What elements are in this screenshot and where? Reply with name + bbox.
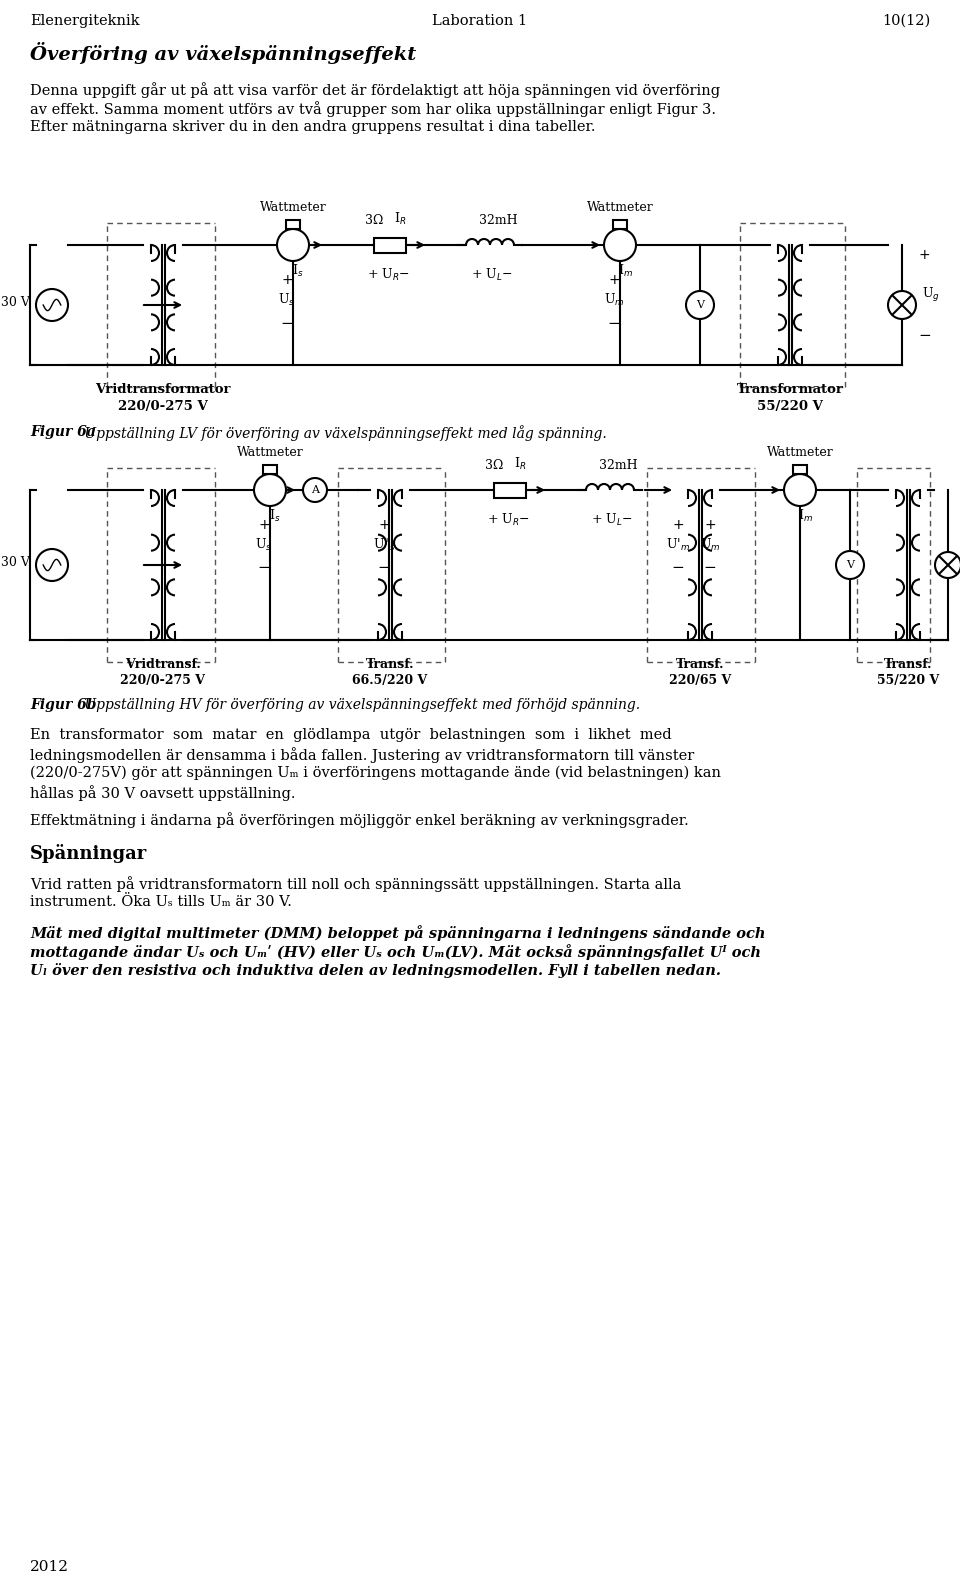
Text: 220/0-275 V: 220/0-275 V	[118, 399, 208, 414]
Text: +: +	[258, 518, 270, 533]
Bar	[793, 464, 807, 474]
Text: 3Ω: 3Ω	[485, 460, 503, 472]
Text: −: −	[377, 561, 391, 575]
Text: Wattmeter: Wattmeter	[259, 201, 326, 214]
Text: mottagande ändar Uₛ och Uₘʹ (HV) eller Uₛ och Uₘ(LV). Mät också spänningsfallet : mottagande ändar Uₛ och Uₘʹ (HV) eller U…	[30, 945, 761, 961]
Text: 32mH: 32mH	[479, 214, 517, 227]
Text: Transf.: Transf.	[676, 658, 724, 670]
Circle shape	[836, 552, 864, 579]
Text: I$_R$: I$_R$	[514, 456, 526, 472]
Text: 2012: 2012	[30, 1560, 69, 1574]
Text: U$_s$: U$_s$	[255, 537, 273, 553]
Text: U$_m$: U$_m$	[700, 537, 720, 553]
Text: 55/220 V: 55/220 V	[876, 674, 939, 686]
Text: 10(12): 10(12)	[881, 14, 930, 29]
Circle shape	[36, 548, 68, 582]
Text: Wattmeter: Wattmeter	[587, 201, 654, 214]
Text: 230 V: 230 V	[0, 296, 30, 309]
Text: av effekt. Samma moment utförs av två grupper som har olika uppställningar enlig: av effekt. Samma moment utförs av två gr…	[30, 101, 716, 117]
Text: +: +	[705, 518, 716, 533]
Text: Transformator: Transformator	[736, 384, 844, 396]
Text: Uppställning LV för överföring av växelspänningseffekt med låg spänning.: Uppställning LV för överföring av växels…	[80, 425, 607, 441]
Text: Uppställning HV för överföring av växelspänningseffekt med förhöjd spänning.: Uppställning HV för överföring av växels…	[80, 697, 640, 712]
Text: Effektmätning i ändarna på överföringen möjliggör enkel beräkning av verkningsgr: Effektmätning i ändarna på överföringen …	[30, 812, 688, 827]
Text: 3Ω: 3Ω	[365, 214, 383, 227]
Text: −: −	[704, 561, 716, 575]
Text: Transf.: Transf.	[366, 658, 415, 670]
Text: +: +	[609, 273, 620, 287]
Text: I$_m$: I$_m$	[798, 509, 812, 525]
Text: Efter mätningarna skriver du in den andra gruppens resultat i dina tabeller.: Efter mätningarna skriver du in den andr…	[30, 120, 595, 135]
Text: +: +	[918, 247, 929, 262]
Text: −: −	[257, 561, 271, 575]
Text: U"$_s$: U"$_s$	[372, 537, 396, 553]
Text: Uₗ över den resistiva och induktiva delen av ledningsmodellen. Fyll i tabellen n: Uₗ över den resistiva och induktiva dele…	[30, 964, 721, 978]
Text: −: −	[608, 315, 620, 331]
Bar	[374, 238, 406, 252]
Text: Vridtransformator: Vridtransformator	[95, 384, 230, 396]
Text: Spänningar: Spänningar	[30, 843, 147, 862]
Text: U$_s$: U$_s$	[278, 292, 296, 307]
Text: I$_s$: I$_s$	[270, 509, 280, 525]
Text: instrument. Öka Uₛ tills Uₘ är 30 V.: instrument. Öka Uₛ tills Uₘ är 30 V.	[30, 896, 292, 910]
Text: + U$_L$−: + U$_L$−	[471, 266, 513, 284]
Text: Mät med digital multimeter (DMM) beloppet på spänningarna i ledningens sändande : Mät med digital multimeter (DMM) beloppe…	[30, 926, 765, 941]
Text: I$_s$: I$_s$	[292, 263, 303, 279]
Text: +: +	[672, 518, 684, 533]
Text: I$_m$: I$_m$	[617, 263, 633, 279]
Bar	[263, 464, 277, 474]
Circle shape	[303, 479, 327, 502]
Text: ledningsmodellen är densamma i båda fallen. Justering av vridtransformatorn till: ledningsmodellen är densamma i båda fall…	[30, 747, 694, 762]
Text: −: −	[918, 328, 931, 342]
Text: Överföring av växelspänningseffekt: Överföring av växelspänningseffekt	[30, 41, 417, 63]
Circle shape	[277, 228, 309, 262]
Circle shape	[784, 474, 816, 506]
Text: hållas på 30 V oavsett uppställning.: hållas på 30 V oavsett uppställning.	[30, 785, 296, 800]
Circle shape	[36, 288, 68, 322]
Text: Transf.: Transf.	[884, 658, 932, 670]
Text: Figur 6b: Figur 6b	[30, 697, 97, 712]
Text: −: −	[672, 561, 684, 575]
Text: Laboration 1: Laboration 1	[432, 14, 528, 29]
Text: V: V	[846, 560, 854, 571]
Text: Figur 6a: Figur 6a	[30, 425, 96, 439]
Text: U$_g$: U$_g$	[922, 285, 940, 304]
Text: Elenergiteknik: Elenergiteknik	[30, 14, 139, 29]
Text: 230 V: 230 V	[0, 556, 30, 569]
Bar	[494, 482, 526, 498]
Text: +: +	[281, 273, 293, 287]
Text: Wattmeter: Wattmeter	[767, 445, 833, 460]
Circle shape	[254, 474, 286, 506]
Text: + U$_L$−: + U$_L$−	[591, 512, 633, 528]
Text: A: A	[311, 485, 319, 495]
Text: Vrid ratten på vridtransformatorn till noll och spänningssätt uppställningen. St: Vrid ratten på vridtransformatorn till n…	[30, 877, 682, 892]
Text: 32mH: 32mH	[599, 460, 637, 472]
Text: 220/0-275 V: 220/0-275 V	[121, 674, 205, 686]
Text: (220/0-275V) gör att spänningen Uₘ i överföringens mottagande ände (vid belastni: (220/0-275V) gör att spänningen Uₘ i öve…	[30, 766, 721, 780]
Circle shape	[935, 552, 960, 579]
Text: En  transformator  som  matar  en  glödlampa  utgör  belastningen  som  i  likhe: En transformator som matar en glödlampa …	[30, 728, 672, 742]
Text: Vridtransf.: Vridtransf.	[125, 658, 201, 670]
Circle shape	[888, 292, 916, 319]
Text: I$_R$: I$_R$	[394, 211, 406, 227]
Text: 220/65 V: 220/65 V	[669, 674, 732, 686]
Bar	[613, 220, 627, 228]
Text: 66.5/220 V: 66.5/220 V	[352, 674, 427, 686]
Bar	[286, 220, 300, 228]
Text: + U$_R$−: + U$_R$−	[367, 266, 409, 284]
Text: U'$_m$: U'$_m$	[666, 537, 690, 553]
Text: U$_m$: U$_m$	[604, 292, 624, 307]
Text: Wattmeter: Wattmeter	[236, 445, 303, 460]
Circle shape	[686, 292, 714, 319]
Text: −: −	[280, 315, 294, 331]
Text: +: +	[378, 518, 390, 533]
Text: 55/220 V: 55/220 V	[757, 399, 823, 414]
Text: V: V	[696, 300, 704, 311]
Text: Denna uppgift går ut på att visa varför det är fördelaktigt att höja spänningen : Denna uppgift går ut på att visa varför …	[30, 82, 720, 98]
Circle shape	[604, 228, 636, 262]
Text: + U$_R$−: + U$_R$−	[487, 512, 529, 528]
